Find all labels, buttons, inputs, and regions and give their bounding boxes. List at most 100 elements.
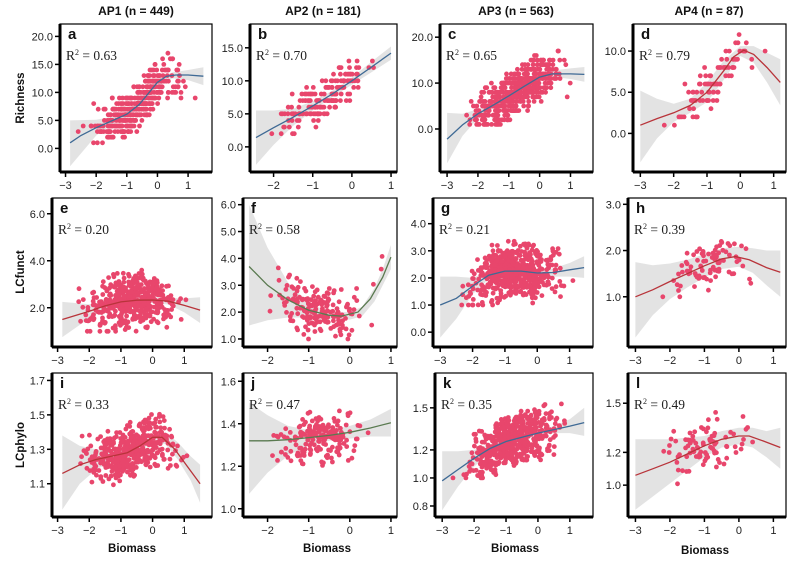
data-point — [526, 242, 532, 248]
data-point — [106, 447, 112, 453]
data-point — [487, 99, 493, 104]
data-point — [160, 414, 166, 419]
x-tick-label: 0 — [347, 525, 353, 537]
data-point — [288, 318, 294, 323]
panel-letter: c — [448, 26, 456, 43]
data-point — [174, 463, 180, 469]
r-squared-label: R2 = 0.65 — [446, 48, 497, 63]
data-point — [98, 129, 104, 135]
data-point — [450, 475, 456, 481]
x-tick-label: −2 — [466, 355, 479, 367]
data-point — [713, 274, 718, 280]
data-point — [330, 444, 335, 450]
data-point — [159, 429, 165, 435]
x-tick-label: −1 — [121, 180, 134, 192]
data-point — [499, 271, 505, 277]
x-tick-label: 1 — [770, 525, 776, 537]
data-point — [111, 274, 117, 280]
data-point — [90, 290, 95, 296]
data-point — [502, 103, 508, 109]
data-point — [546, 448, 552, 453]
data-point — [490, 302, 495, 308]
data-point — [482, 99, 488, 104]
y-tick-label: 1.0 — [221, 334, 236, 346]
data-point — [84, 451, 89, 456]
data-point — [551, 444, 557, 449]
data-point — [501, 80, 506, 86]
data-point — [315, 294, 321, 300]
data-point — [503, 99, 508, 104]
data-point — [314, 422, 319, 427]
data-point — [495, 243, 500, 248]
data-point — [296, 118, 302, 123]
data-point — [502, 112, 508, 118]
panel-a: −3 −2 −1 0 10.05.010.015.020.0 aR2 = 0.63 — [32, 23, 213, 192]
data-point — [121, 454, 126, 459]
data-point — [305, 327, 311, 333]
data-point — [275, 458, 280, 463]
data-point — [494, 257, 500, 263]
data-point — [690, 433, 696, 439]
data-point — [162, 432, 168, 438]
data-point — [111, 304, 117, 309]
data-point — [289, 91, 295, 97]
x-tick-label: 1 — [567, 525, 573, 537]
data-point — [122, 134, 127, 140]
data-point — [345, 458, 351, 463]
data-point — [675, 481, 680, 487]
data-point — [78, 318, 83, 324]
fit-line — [62, 299, 201, 321]
data-point — [351, 307, 357, 312]
scatter-points — [78, 411, 190, 488]
data-point — [535, 62, 540, 68]
panel-letter: d — [641, 26, 650, 43]
data-point — [674, 460, 680, 465]
data-point — [298, 279, 303, 284]
data-point — [270, 453, 275, 458]
x-tick-label: −1 — [701, 180, 714, 192]
data-point — [474, 103, 480, 109]
data-point — [301, 422, 307, 427]
data-point — [530, 300, 536, 306]
data-point — [493, 108, 498, 113]
data-point — [309, 418, 315, 424]
data-point — [672, 122, 677, 128]
data-point — [708, 106, 714, 112]
data-point — [543, 257, 549, 263]
data-point — [83, 312, 89, 318]
data-point — [366, 65, 372, 70]
data-point — [108, 282, 114, 288]
data-point — [729, 271, 735, 277]
y-tick-label: 15.0 — [222, 43, 243, 55]
data-point — [683, 259, 689, 265]
data-point — [467, 122, 473, 127]
data-point — [469, 268, 475, 274]
data-point — [307, 431, 313, 436]
data-point — [140, 84, 146, 90]
fit-line — [439, 266, 585, 306]
data-point — [518, 257, 524, 263]
data-point — [476, 122, 482, 127]
data-point — [501, 294, 507, 300]
panel-j: −2 −1 0 1 1.0 1.2 1.4 1.6 j R2 = 0.47 — [221, 372, 398, 537]
data-point — [115, 129, 121, 135]
data-point — [533, 421, 539, 427]
data-point — [514, 99, 520, 104]
x-tick-label: −1 — [503, 180, 516, 192]
data-point — [468, 99, 474, 104]
data-point — [104, 288, 110, 294]
data-point — [148, 319, 154, 325]
data-point — [549, 415, 554, 420]
data-point — [102, 448, 108, 454]
data-point — [533, 279, 539, 285]
data-point — [695, 257, 700, 263]
data-point — [159, 84, 164, 90]
data-point — [748, 280, 754, 286]
data-point — [344, 437, 349, 443]
data-point — [557, 423, 562, 429]
data-point — [100, 140, 105, 146]
data-point — [167, 456, 173, 462]
data-point — [713, 255, 719, 260]
data-point — [723, 48, 729, 54]
